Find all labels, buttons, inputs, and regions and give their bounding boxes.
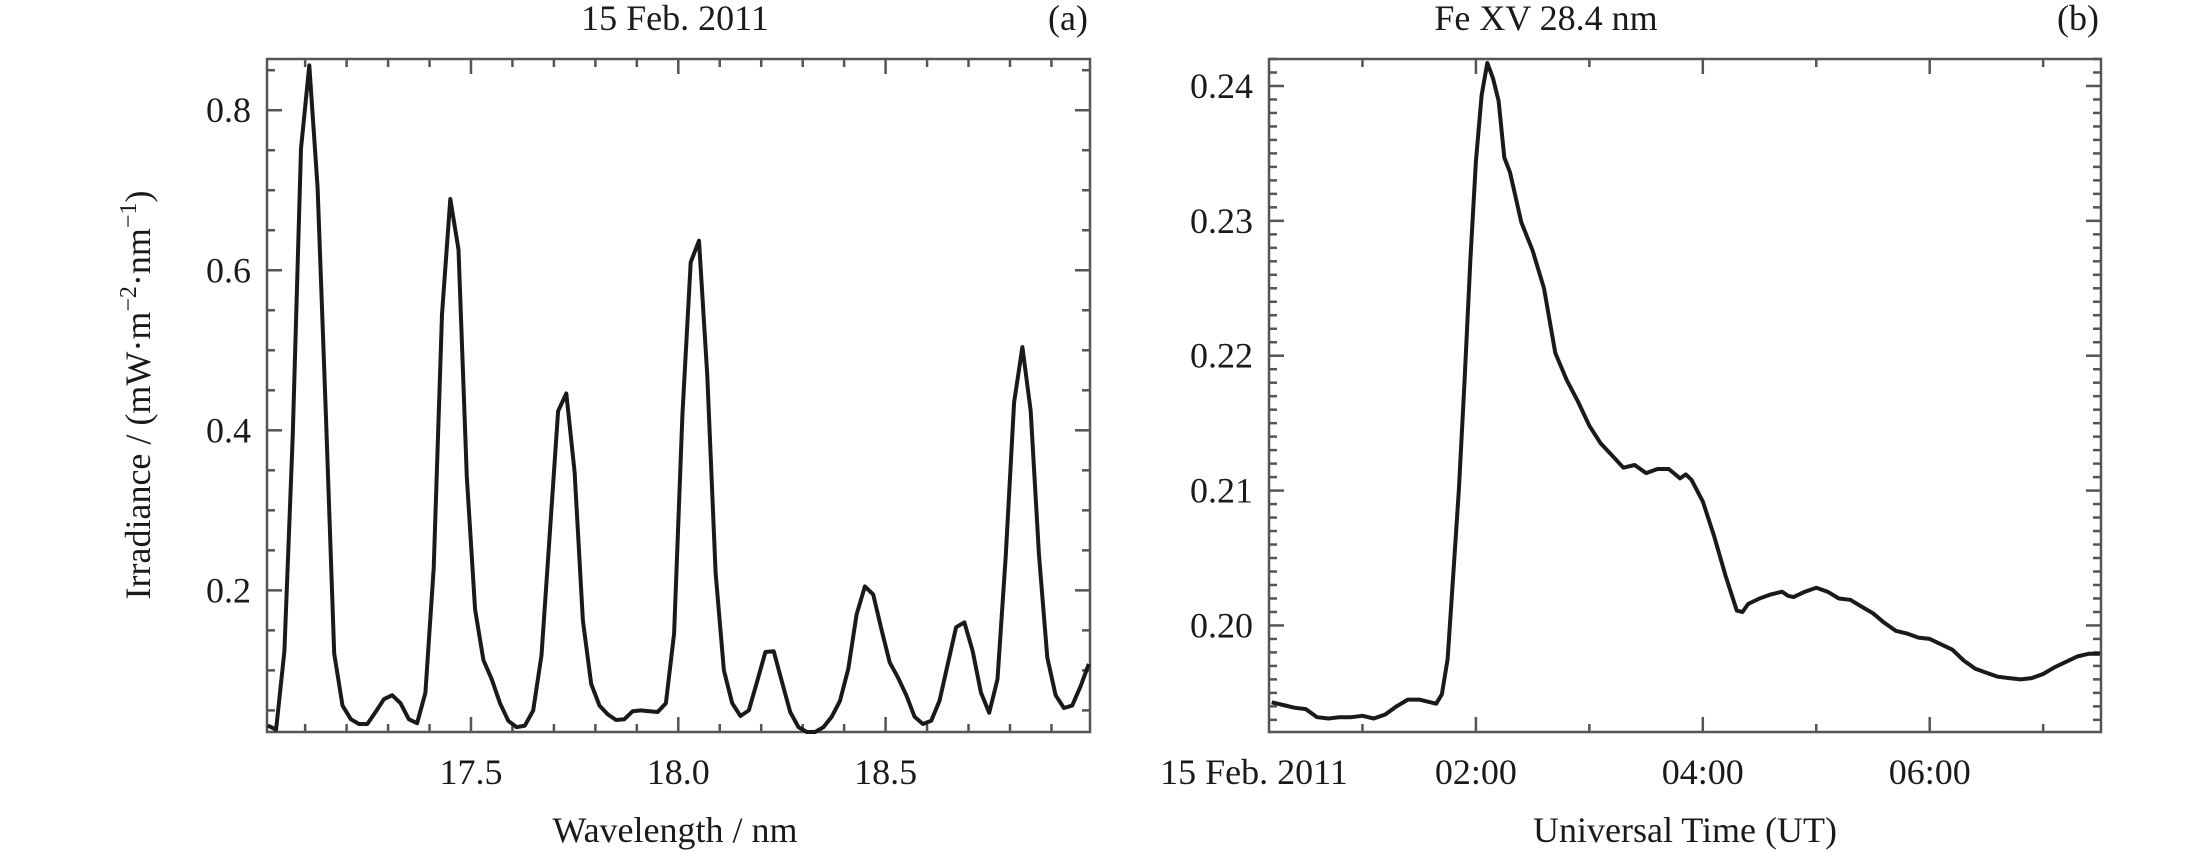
panel-a-ylabel: Irradiance / (mW·m−2·nm−1): [116, 191, 158, 600]
y-tick-label: 0.22: [1190, 336, 1253, 376]
x-tick-label: 17.5: [439, 752, 502, 792]
ylabel-sup: −1: [116, 203, 142, 229]
x-tick-label: 04:00: [1662, 752, 1744, 792]
ylabel-part: Irradiance / (mW·m: [118, 312, 158, 600]
panel-b-title: Fe XV 28.4 nm: [1434, 0, 1657, 38]
series-line: [266, 63, 1091, 734]
plot-frame: [265, 57, 1092, 734]
panel-b-xlabel: Universal Time (UT): [1533, 810, 1837, 850]
panel-a-xlabel: Wavelength / nm: [552, 810, 797, 850]
panel-a-spectrum: 15 Feb. 2011 (a) Wavelength / nm Irradia…: [116, 0, 1092, 850]
panel-b-date-label: 15 Feb. 2011: [1160, 752, 1348, 792]
y-tick-label: 0.2: [206, 570, 251, 610]
plot-frame: [1267, 57, 2103, 734]
panel-a-tag: (a): [1048, 0, 1088, 38]
y-tick-label: 0.21: [1190, 471, 1253, 511]
panel-a-title: 15 Feb. 2011: [581, 0, 769, 38]
ylabel-sup: −2: [116, 286, 142, 312]
x-tick-label: 18.5: [854, 752, 917, 792]
x-tick-label: 02:00: [1435, 752, 1517, 792]
y-tick-label: 0.23: [1190, 201, 1253, 241]
y-tick-label: 0.4: [206, 410, 251, 450]
panel-b-tag: (b): [2057, 0, 2099, 38]
ylabel-part: ·nm: [118, 228, 158, 286]
x-tick-label: 06:00: [1889, 752, 1971, 792]
x-tick-label: 18.0: [647, 752, 710, 792]
y-tick-label: 0.6: [206, 250, 251, 290]
panel-b-lightcurve: Fe XV 28.4 nm (b) 15 Feb. 2011 Universal…: [1160, 0, 2103, 850]
y-tick-label: 0.8: [206, 90, 251, 130]
y-tick-label: 0.24: [1190, 66, 1253, 106]
series-line: [1271, 61, 2100, 721]
ylabel-part: ): [118, 191, 158, 203]
y-tick-label: 0.20: [1190, 605, 1253, 645]
